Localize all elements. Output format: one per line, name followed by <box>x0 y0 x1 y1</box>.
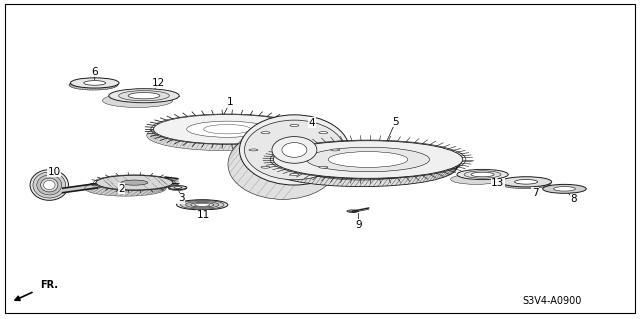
Text: FR.: FR. <box>40 280 58 290</box>
Ellipse shape <box>173 188 181 189</box>
Text: 6: 6 <box>92 67 98 77</box>
Ellipse shape <box>228 129 338 199</box>
Ellipse shape <box>319 166 328 168</box>
Ellipse shape <box>464 171 501 178</box>
Ellipse shape <box>96 175 173 190</box>
Ellipse shape <box>347 210 358 212</box>
Text: 11: 11 <box>197 210 210 220</box>
Ellipse shape <box>204 124 251 134</box>
Ellipse shape <box>128 93 160 99</box>
Ellipse shape <box>121 180 148 185</box>
Text: 10: 10 <box>48 167 61 177</box>
Ellipse shape <box>249 149 258 151</box>
Ellipse shape <box>30 170 68 200</box>
Ellipse shape <box>273 141 463 178</box>
Text: 1: 1 <box>227 97 234 107</box>
Ellipse shape <box>451 174 502 184</box>
Text: 5: 5 <box>392 117 399 127</box>
Ellipse shape <box>307 147 429 172</box>
Ellipse shape <box>109 89 179 103</box>
Ellipse shape <box>180 200 224 209</box>
Ellipse shape <box>513 181 536 186</box>
Ellipse shape <box>300 156 423 180</box>
Ellipse shape <box>272 137 317 163</box>
Ellipse shape <box>69 80 118 90</box>
Ellipse shape <box>84 81 106 85</box>
Ellipse shape <box>244 120 344 180</box>
Ellipse shape <box>515 180 538 184</box>
Ellipse shape <box>261 166 270 168</box>
Ellipse shape <box>147 120 300 151</box>
Ellipse shape <box>187 121 268 137</box>
Text: 2: 2 <box>118 184 125 194</box>
Ellipse shape <box>70 78 119 88</box>
Ellipse shape <box>41 178 58 192</box>
Text: 7: 7 <box>532 188 538 198</box>
Text: 13: 13 <box>492 178 504 189</box>
Text: 4: 4 <box>308 118 315 128</box>
Ellipse shape <box>239 115 349 185</box>
Ellipse shape <box>351 144 367 156</box>
Ellipse shape <box>331 149 340 151</box>
Ellipse shape <box>83 83 104 87</box>
Text: 9: 9 <box>355 220 362 230</box>
Ellipse shape <box>282 143 307 157</box>
Ellipse shape <box>186 202 219 208</box>
Ellipse shape <box>499 178 550 189</box>
Ellipse shape <box>44 181 55 189</box>
Text: S3V4-A0900: S3V4-A0900 <box>522 296 581 307</box>
Ellipse shape <box>177 200 228 210</box>
Ellipse shape <box>500 177 552 187</box>
Polygon shape <box>63 183 97 193</box>
Ellipse shape <box>168 187 186 190</box>
Ellipse shape <box>261 132 270 134</box>
Ellipse shape <box>290 124 299 126</box>
Ellipse shape <box>154 115 301 144</box>
Ellipse shape <box>191 203 214 207</box>
Text: 12: 12 <box>152 78 165 88</box>
Ellipse shape <box>471 172 494 177</box>
Ellipse shape <box>36 175 62 195</box>
Text: 3: 3 <box>178 193 184 204</box>
Ellipse shape <box>267 149 456 187</box>
Ellipse shape <box>543 184 586 193</box>
Ellipse shape <box>290 174 299 175</box>
Ellipse shape <box>33 172 65 198</box>
Text: 8: 8 <box>570 194 577 204</box>
Ellipse shape <box>319 132 328 134</box>
Ellipse shape <box>102 93 173 108</box>
Ellipse shape <box>328 152 408 167</box>
Ellipse shape <box>195 203 210 206</box>
Ellipse shape <box>169 186 187 189</box>
Polygon shape <box>165 177 178 184</box>
Ellipse shape <box>554 187 575 191</box>
Ellipse shape <box>84 181 166 196</box>
Ellipse shape <box>457 169 508 180</box>
Ellipse shape <box>118 91 170 101</box>
Ellipse shape <box>174 187 182 189</box>
